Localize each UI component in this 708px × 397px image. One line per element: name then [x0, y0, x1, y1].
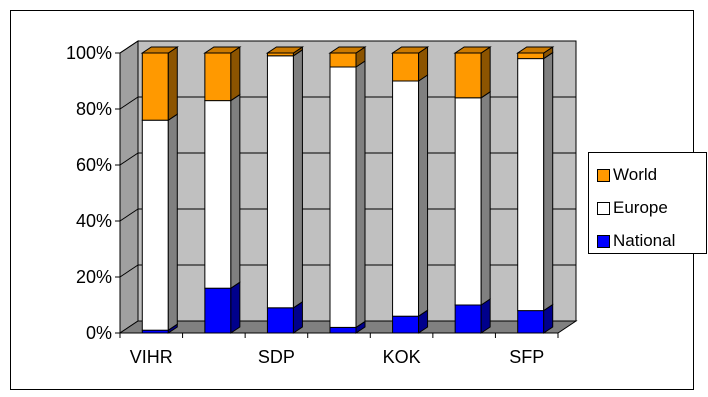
bar-top-world-5 [453, 46, 492, 54]
y-tick-label: 40% [76, 211, 112, 231]
bar-side-europe-2 [292, 48, 303, 309]
legend-swatch-europe [597, 201, 610, 215]
bar-national-3 [329, 326, 357, 334]
bar-side-europe-1 [230, 93, 241, 290]
bar-national-5 [454, 304, 482, 334]
y-tick-label: 0% [86, 323, 112, 343]
bar-national-2 [266, 307, 294, 334]
bar-national-6 [517, 310, 545, 334]
bar-side-europe-0 [167, 113, 178, 332]
bar-europe-1 [204, 100, 232, 289]
legend-item-national: National [597, 231, 675, 251]
legend-item-world: World [597, 165, 657, 185]
x-tick-label: KOK [383, 347, 421, 367]
bar-side-europe-6 [543, 51, 554, 312]
bar-side-europe-4 [418, 74, 429, 318]
bar-side-europe-3 [355, 60, 366, 329]
bar-europe-0 [141, 119, 169, 331]
y-tick-label: 80% [76, 99, 112, 119]
y-tick-label: 20% [76, 267, 112, 287]
bar-side-world-1 [230, 46, 241, 102]
legend-label-europe: Europe [613, 198, 668, 217]
bar-national-1 [204, 287, 232, 334]
bar-side-national-1 [230, 281, 241, 334]
bar-world-5 [454, 52, 482, 99]
bar-top-world-6 [516, 46, 555, 54]
gridline-side [119, 208, 139, 222]
legend-swatch-national [597, 234, 610, 248]
bar-top-world-4 [390, 46, 430, 54]
bar-europe-3 [329, 66, 357, 328]
gridline-side [119, 152, 139, 166]
bar-top-world-3 [328, 46, 367, 54]
gridline-side [119, 40, 139, 54]
y-tick-label: 100% [66, 43, 112, 63]
bar-world-6 [517, 52, 545, 60]
bar-world-4 [392, 52, 420, 82]
bar-europe-6 [517, 58, 545, 312]
bar-world-3 [329, 52, 357, 68]
legend-label-national: National [613, 231, 676, 250]
bar-side-europe-5 [480, 90, 491, 306]
bar-world-0 [141, 52, 169, 121]
bar-side-world-0 [167, 46, 178, 122]
bar-world-1 [204, 52, 232, 102]
bar-top-world-0 [140, 46, 179, 54]
bar-europe-5 [454, 97, 482, 306]
gridline-side [119, 264, 139, 278]
legend-item-europe: Europe [597, 198, 668, 218]
legend: World Europe National [588, 152, 707, 254]
x-tick-label: VIHR [130, 347, 173, 367]
legend-label-world: World [613, 165, 658, 184]
y-tick-label: 60% [76, 155, 112, 175]
bar-europe-4 [392, 80, 420, 317]
bar-national-4 [392, 315, 420, 334]
bar-top-world-2 [265, 46, 305, 54]
gridline-side [119, 96, 139, 110]
bar-europe-2 [266, 55, 294, 309]
x-tick-label: SFP [509, 347, 544, 367]
bar-side-world-5 [480, 46, 491, 99]
side-wall [119, 40, 139, 334]
bar-top-world-1 [203, 46, 242, 54]
x-tick-label: SDP [258, 347, 295, 367]
legend-swatch-world [597, 168, 610, 182]
